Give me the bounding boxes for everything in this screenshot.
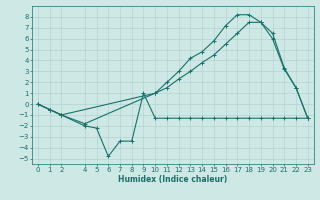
X-axis label: Humidex (Indice chaleur): Humidex (Indice chaleur)	[118, 175, 228, 184]
